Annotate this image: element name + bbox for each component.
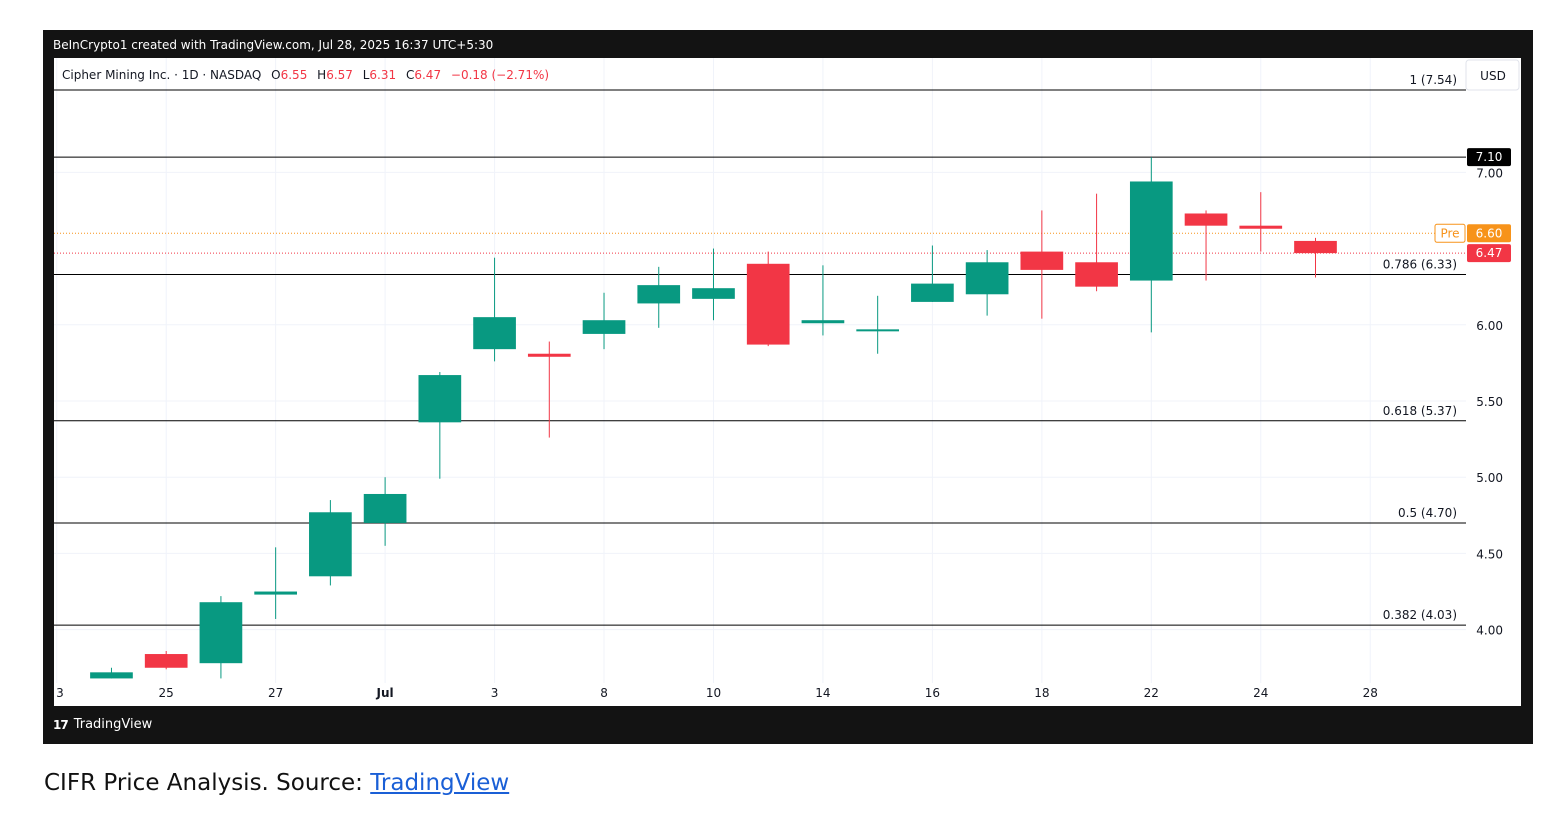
time-tick-label: 25 [159,686,174,700]
time-axis: 3 25 27 Jul 3 8 10 14 16 18 22 24 28 [56,686,1378,700]
candle-body-up [473,317,516,350]
price-tick-label: 4.50 [1476,547,1503,561]
candlestick-chart[interactable]: 1 (7.54) 0.786 (6.33) 0.618 (5.37) 0.5 (4.7… [54,58,1521,706]
candle-body-up [965,262,1009,295]
candle-body-up [90,672,133,679]
candle-body-down [1184,213,1228,226]
legend-high-value: 6.57 [326,68,353,82]
tradingview-brand[interactable]: 17 TradingView [53,717,152,732]
time-tick-label: 8 [600,686,608,700]
legend-low-value: 6.31 [369,68,396,82]
candle-body-down [144,654,188,668]
figure-caption: CIFR Price Analysis. Source: TradingView [44,770,509,796]
fib-level-label: 1 (7.54) [1409,73,1457,87]
source-link[interactable]: TradingView [370,770,510,796]
time-tick-label: 27 [268,686,283,700]
candles [90,157,1337,679]
price-tick-label: 6.00 [1476,319,1503,333]
candle-body-up [363,493,407,523]
price-reference-lines [54,232,1466,254]
legend-open-value: 6.55 [281,68,308,82]
fib-level-label: 0.382 (4.03) [1383,608,1457,622]
candle-body-down [1075,262,1118,287]
time-tick-label: 28 [1363,686,1378,700]
fib-level-label: 0.5 (4.70) [1398,506,1457,520]
time-tick-label: 3 [491,686,499,700]
candle-body-down [527,353,571,357]
legend-high-label: H [317,68,326,82]
candle-body-up [692,288,735,299]
candle-body-up [801,320,845,324]
candle-body-up [911,283,954,302]
time-tick-label: 10 [706,686,721,700]
legend-low-label: L [363,68,370,82]
legend-close-value: 6.47 [414,68,441,82]
price-tick-label: 7.00 [1476,166,1503,180]
time-tick-label: 18 [1034,686,1049,700]
time-tick-label: Jul [376,686,394,700]
caption-text: CIFR Price Analysis. Source: [44,770,371,796]
legend-open-label: O [271,68,280,82]
symbol-legend: Cipher Mining Inc. · 1D · NASDAQ O6.55 H… [62,68,549,82]
chart-attribution: BeInCrypto1 created with TradingView.com… [53,38,494,52]
candle-body-down [746,263,790,345]
tradingview-brand-name: TradingView [73,717,153,732]
candle-body-up [856,329,900,332]
chart-panel[interactable]: 1 (7.54) 0.786 (6.33) 0.618 (5.37) 0.5 (4.7… [54,58,1521,706]
price-tags: 7.10 Pre 6.60 6.47 [1434,148,1511,263]
fib-level-label: 0.786 (6.33) [1383,257,1457,271]
price-tag-box [1467,148,1511,167]
price-tag-box [1467,244,1511,263]
tradingview-logo-icon: 17 [53,717,69,732]
fib-levels: 1 (7.54) 0.786 (6.33) 0.618 (5.37) 0.5 (4.7… [54,73,1466,626]
time-tick-label: 22 [1144,686,1159,700]
candle-body-down [1294,240,1337,254]
fib-level-label: 0.618 (5.37) [1383,404,1457,418]
price-axis: USD 4.00 4.50 5.00 5.50 6.00 7.00 [1465,59,1520,638]
candle-body-up [254,591,297,595]
candle-body-up [309,512,352,577]
premarket-prefix-box [1434,223,1466,243]
price-tag-label: 7.10 [1476,150,1503,164]
price-tick-label: 5.50 [1476,395,1503,409]
time-tick-label: 3 [56,686,64,700]
legend-line: Cipher Mining Inc. · 1D · NASDAQ O6.55 H… [62,68,549,82]
legend-symbol-name: Cipher Mining Inc. · 1D · NASDAQ [62,68,261,82]
time-tick-label: 16 [925,686,940,700]
price-tag-label: 6.47 [1476,246,1503,260]
candle-body-up [582,320,626,334]
price-tag-label: 6.60 [1476,226,1503,240]
price-tick-label: 5.00 [1476,471,1503,485]
currency-label: USD [1480,69,1506,83]
currency-box[interactable] [1465,59,1520,91]
candle-body-up [418,375,462,423]
time-tick-label: 24 [1253,686,1268,700]
legend-change: −0.18 (−2.71%) [451,68,549,82]
candle-body-down [1239,225,1283,229]
candle-body-up [1129,181,1173,281]
grid [54,58,1466,683]
candle-body-up [199,602,243,664]
candle-body-down [1020,251,1064,270]
price-tick-label: 4.00 [1476,624,1503,638]
legend-close-label: C [406,68,414,82]
candle-body-up [637,285,681,304]
premarket-prefix-label: Pre [1440,226,1459,240]
price-tag-box [1467,224,1511,243]
time-tick-label: 14 [815,686,830,700]
